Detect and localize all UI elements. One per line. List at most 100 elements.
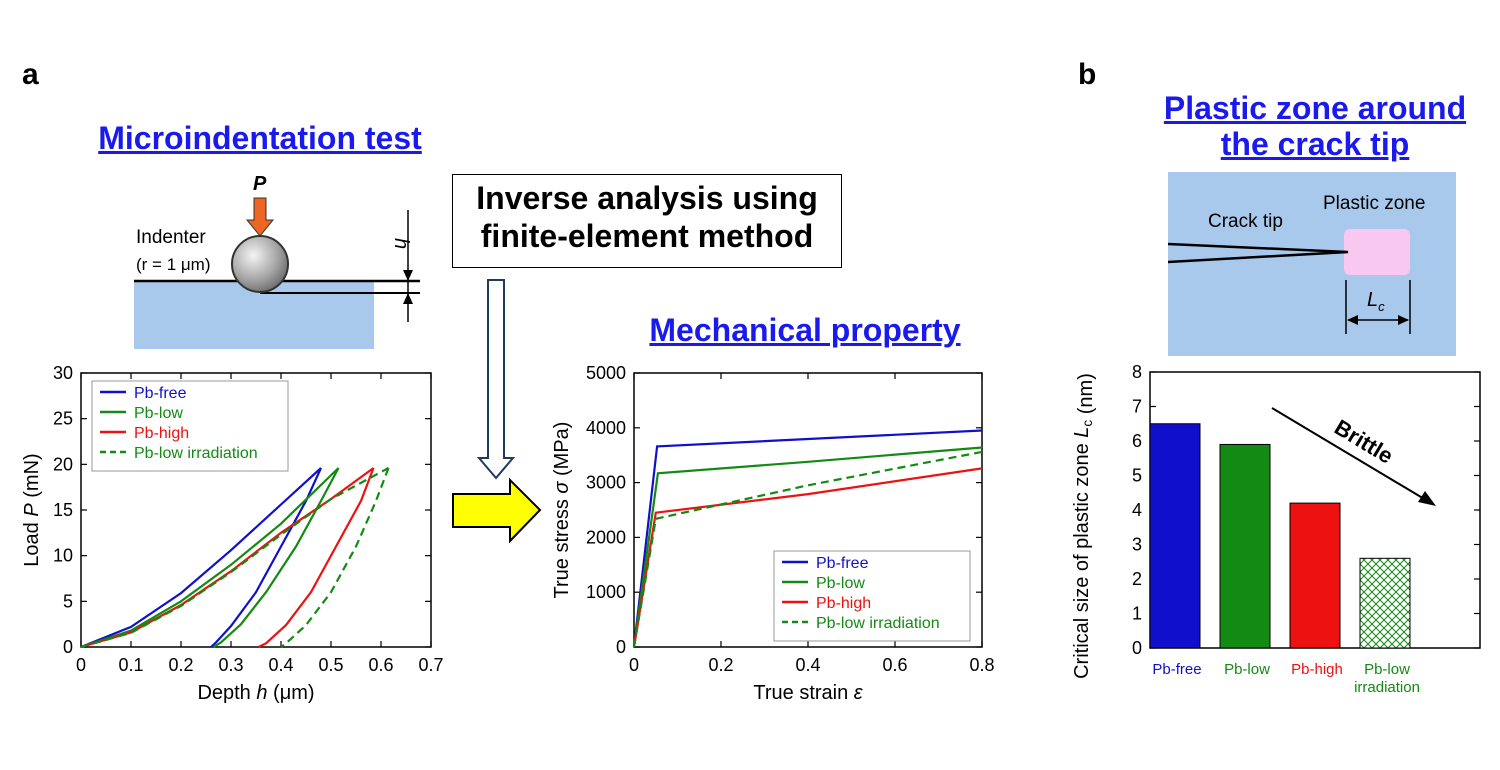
x-tick-label: 0 (629, 655, 639, 675)
y-tick-label: 0 (616, 637, 626, 657)
y-axis-label: Load P (mN) (21, 453, 43, 566)
y-tick-label: 1 (1132, 604, 1142, 624)
brittle-arrowhead (1418, 491, 1436, 506)
y-tick-label: 7 (1132, 397, 1142, 417)
depth-arrowhead-top (403, 270, 413, 281)
load-arrow (245, 197, 275, 237)
down-arrow (476, 279, 516, 480)
bar-pb-free (1149, 423, 1201, 649)
legend-label: Pb-low (134, 405, 183, 422)
y-tick-label: 0 (1132, 638, 1142, 658)
load-symbol: P (253, 173, 267, 195)
inverse-analysis-line2: finite-element method (480, 218, 814, 254)
y-tick-label: 6 (1132, 431, 1142, 451)
series-line-pb-low-irradiation (632, 450, 983, 648)
inverse-analysis-line1: Inverse analysis using (476, 180, 818, 216)
crack-line (1168, 242, 1349, 264)
x-tick-label: 0.3 (218, 655, 243, 675)
crack-tip-schematic: Crack tip Plastic zone Lc (1168, 172, 1456, 356)
x-tick-label: 0.8 (969, 655, 994, 675)
y-tick-label: 1000 (586, 582, 626, 602)
panel-label-a: a (22, 58, 39, 91)
x-axis-label: Depth h (μm) (197, 682, 314, 704)
y-tick-label: 25 (53, 409, 73, 429)
mechanical-property-heading: Mechanical property (649, 312, 961, 348)
y-tick-label: 4 (1132, 500, 1142, 520)
legend-label: Pb-free (816, 555, 869, 572)
series-line-pb-high-unloading (258, 467, 375, 648)
brittle-annotation: Brittle (1330, 414, 1397, 468)
y-tick-label: 4000 (586, 418, 626, 438)
x-tick-label: 0.5 (318, 655, 343, 675)
x-tick-label: 0.6 (882, 655, 907, 675)
y-tick-label: 20 (53, 454, 73, 474)
series-line-pb-low-loading (80, 467, 340, 649)
load-depth-chart: 0 0.1 0.2 0.3 0.4 0.5 0.6 0.7 0 5 10 15 20 25 30 Pb-fre… (21, 363, 444, 704)
x-category-label: Pb-low (1364, 661, 1410, 678)
y-axis-label: Critical size of plastic zone Lc (nm) (1071, 373, 1097, 679)
x-category-label: Pb-free (1152, 661, 1201, 678)
depth-symbol: h (390, 238, 412, 249)
x-axis-label: True strain ε (753, 682, 863, 704)
indenter-ball (231, 235, 289, 293)
y-tick-label: 5 (63, 591, 73, 611)
legend-label: Pb-high (134, 425, 189, 442)
crack-tip-label: Crack tip (1208, 211, 1283, 232)
legend-label: Pb-low irradiation (134, 445, 258, 462)
x-tick-label: 0.2 (168, 655, 193, 675)
y-tick-label: 8 (1132, 362, 1142, 382)
x-tick-label: 0.7 (418, 655, 443, 675)
series-line-pb-free (632, 429, 983, 648)
plastic-zone-heading: Plastic zone around the crack tip (1130, 90, 1500, 162)
radius-label: (r = 1 μm) (136, 255, 211, 274)
panel-label-b: b (1078, 58, 1097, 91)
y-tick-label: 5000 (586, 363, 626, 383)
y-axis-label: True stress σ (MPa) (551, 422, 573, 599)
plastic-zone-label: Plastic zone (1323, 193, 1425, 214)
y-tick-label: 2 (1132, 569, 1142, 589)
y-tick-label: 3000 (586, 473, 626, 493)
y-tick-label: 5 (1132, 466, 1142, 486)
x-category-label: Pb-low (1224, 661, 1270, 678)
legend-label: Pb-high (816, 595, 871, 612)
bar-pb-high (1289, 502, 1341, 649)
x-tick-label: 0.4 (268, 655, 293, 675)
series-line-pb-free-loading (80, 467, 322, 649)
lc-arrowhead-left (1347, 315, 1358, 325)
y-tick-label: 2000 (586, 527, 626, 547)
legend-box (91, 380, 289, 472)
x-tick-label: 0.1 (118, 655, 143, 675)
series-line-pb-low (632, 446, 983, 648)
legend-label: Pb-free (134, 385, 187, 402)
indentation-schematic: P Indenter (r = 1 μm) h (134, 173, 420, 349)
x-category-label: irradiation (1354, 679, 1420, 696)
right-arrow (452, 477, 542, 544)
inverse-analysis-box: Inverse analysis using finite-element me… (452, 174, 842, 268)
y-tick-label: 15 (53, 500, 73, 520)
x-category-label: Pb-high (1291, 661, 1343, 678)
lc-symbol: Lc (1367, 289, 1385, 314)
bar-pb-low-irradiation (1359, 557, 1411, 649)
stress-strain-chart: 0 0.2 0.4 0.6 0.8 0 1000 2000 3000 4000 5000 Pb-fre… (551, 363, 995, 704)
series-line-pb-low-irradiation-loading (80, 467, 390, 649)
y-tick-label: 0 (63, 637, 73, 657)
indenter-label: Indenter (136, 227, 206, 248)
depth-arrowhead-bottom (403, 293, 413, 304)
y-tick-label: 30 (53, 363, 73, 383)
plastic-zone-region (1344, 229, 1410, 275)
legend-box (773, 550, 971, 642)
legend-label: Pb-low (816, 575, 865, 592)
lc-arrowhead-right (1398, 315, 1409, 325)
microindentation-heading: Microindentation test (98, 120, 422, 156)
x-tick-label: 0.6 (368, 655, 393, 675)
brittle-arrow-line (1271, 407, 1427, 501)
series-line-pb-low-irradiation-unloading (280, 467, 390, 648)
bar-pb-low (1219, 443, 1271, 649)
legend-label: Pb-low irradiation (816, 615, 940, 632)
plastic-zone-heading-line1: Plastic zone around (1163, 90, 1467, 126)
series-line-pb-free-unloading (210, 467, 323, 648)
y-tick-label: 3 (1132, 535, 1142, 555)
x-tick-label: 0.2 (708, 655, 733, 675)
